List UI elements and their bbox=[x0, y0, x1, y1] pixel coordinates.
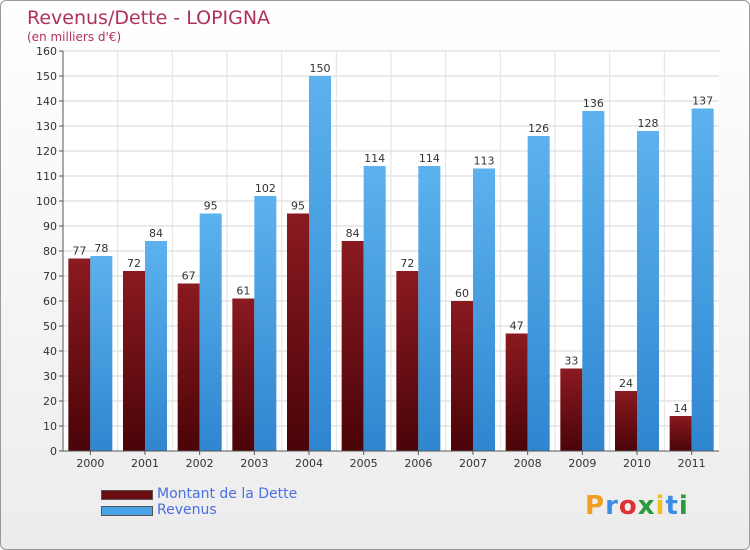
data-label-dette-2004: 95 bbox=[291, 200, 305, 213]
bar-revenus-2009 bbox=[582, 111, 605, 451]
y-tick-label: 50 bbox=[43, 320, 57, 333]
chart-title: Revenus/Dette - LOPIGNA bbox=[27, 7, 271, 29]
data-label-dette-2007: 60 bbox=[455, 287, 469, 300]
x-tick-label-2007: 2007 bbox=[459, 457, 487, 470]
bar-dette-2004 bbox=[287, 213, 309, 451]
data-label-revenus-2007: 113 bbox=[474, 155, 495, 168]
bar-dette-2007 bbox=[451, 301, 473, 451]
y-tick-label: 40 bbox=[43, 345, 57, 358]
data-label-revenus-2003: 102 bbox=[255, 182, 276, 195]
logo-letter: t bbox=[665, 491, 679, 521]
x-tick-label-2000: 2000 bbox=[76, 457, 104, 470]
logo-letter: i bbox=[655, 491, 666, 521]
data-label-revenus-2005: 114 bbox=[364, 152, 385, 165]
y-tick-label: 140 bbox=[36, 95, 57, 108]
y-tick-label: 20 bbox=[43, 395, 57, 408]
data-label-revenus-2000: 78 bbox=[94, 242, 108, 255]
y-tick-label: 100 bbox=[36, 195, 57, 208]
bar-revenus-2010 bbox=[637, 131, 659, 451]
logo-letter: i bbox=[678, 491, 689, 521]
chart-subtitle: (en milliers d'€) bbox=[27, 30, 122, 44]
data-label-revenus-2011: 137 bbox=[692, 95, 713, 108]
bar-dette-2008 bbox=[505, 333, 528, 451]
data-label-dette-2008: 47 bbox=[510, 320, 524, 333]
bar-revenus-2004 bbox=[309, 76, 331, 451]
y-tick-label: 0 bbox=[50, 445, 57, 458]
legend-swatch-dette bbox=[101, 490, 153, 500]
data-label-dette-2000: 77 bbox=[72, 245, 86, 258]
bar-dette-2006 bbox=[396, 271, 419, 451]
x-tick-label-2002: 2002 bbox=[186, 457, 214, 470]
bar-revenus-2002 bbox=[199, 213, 222, 451]
proxiti-logo: Proxiti bbox=[585, 491, 689, 521]
bar-dette-2009 bbox=[560, 368, 583, 451]
bar-dette-2003 bbox=[232, 298, 255, 451]
logo-letter: r bbox=[605, 491, 619, 521]
data-label-revenus-2008: 126 bbox=[528, 122, 549, 135]
y-tick-label: 160 bbox=[36, 45, 57, 58]
data-label-dette-2011: 14 bbox=[674, 402, 688, 415]
bar-dette-2001 bbox=[123, 271, 145, 451]
data-label-revenus-2004: 150 bbox=[310, 62, 331, 75]
data-label-dette-2006: 72 bbox=[400, 257, 414, 270]
x-tick-label-2005: 2005 bbox=[350, 457, 378, 470]
data-label-revenus-2002: 95 bbox=[204, 200, 218, 213]
bar-revenus-2005 bbox=[363, 166, 386, 451]
x-tick-label-2008: 2008 bbox=[514, 457, 542, 470]
axis-layer bbox=[59, 50, 719, 455]
data-label-dette-2010: 24 bbox=[619, 377, 633, 390]
legend-label-dette: Montant de la Dette bbox=[157, 486, 298, 502]
y-tick-label: 90 bbox=[43, 220, 57, 233]
legend-swatch-revenus bbox=[101, 506, 153, 516]
bar-dette-2010 bbox=[615, 391, 637, 451]
y-tick-label: 130 bbox=[36, 120, 57, 133]
data-label-revenus-2010: 128 bbox=[638, 117, 659, 130]
grid-layer bbox=[63, 50, 719, 452]
y-tick-label: 80 bbox=[43, 245, 57, 258]
bar-revenus-2003 bbox=[254, 196, 277, 451]
bar-dette-2005 bbox=[341, 241, 364, 451]
bar-dette-2011 bbox=[669, 416, 692, 451]
bar-revenus-2006 bbox=[418, 166, 441, 451]
y-tick-label: 150 bbox=[36, 70, 57, 83]
labels-layer: 0 10 20 30 40 50 60 70 80 90 100 110 120 130 140 150 160… bbox=[36, 45, 713, 470]
x-tick-label-2010: 2010 bbox=[623, 457, 651, 470]
y-tick-label: 120 bbox=[36, 145, 57, 158]
data-label-dette-2009: 33 bbox=[564, 355, 578, 368]
y-tick-label: 60 bbox=[43, 295, 57, 308]
x-tick-label-2001: 2001 bbox=[131, 457, 159, 470]
y-tick-label: 10 bbox=[43, 420, 57, 433]
x-tick-label-2003: 2003 bbox=[240, 457, 268, 470]
legend-label-revenus: Revenus bbox=[157, 502, 217, 518]
logo-letter: P bbox=[585, 491, 606, 521]
logo-letter: x bbox=[637, 491, 656, 521]
x-tick-label-2006: 2006 bbox=[404, 457, 432, 470]
x-tick-label-2004: 2004 bbox=[295, 457, 323, 470]
bar-dette-2000 bbox=[68, 258, 91, 451]
data-label-revenus-2006: 114 bbox=[419, 152, 440, 165]
bar-revenus-2007 bbox=[473, 168, 495, 451]
data-label-revenus-2009: 136 bbox=[583, 97, 604, 110]
logo-letter: o bbox=[618, 491, 638, 521]
y-tick-label: 30 bbox=[43, 370, 57, 383]
x-tick-label-2009: 2009 bbox=[568, 457, 596, 470]
bar-revenus-2008 bbox=[527, 136, 550, 451]
bar-revenus-2001 bbox=[145, 241, 167, 451]
data-label-dette-2003: 61 bbox=[236, 285, 250, 298]
x-tick-label-2011: 2011 bbox=[678, 457, 706, 470]
y-tick-label: 110 bbox=[36, 170, 57, 183]
data-label-revenus-2001: 84 bbox=[149, 227, 163, 240]
data-label-dette-2001: 72 bbox=[127, 257, 141, 270]
data-label-dette-2002: 67 bbox=[182, 270, 196, 283]
data-label-dette-2005: 84 bbox=[346, 227, 360, 240]
bars-layer bbox=[68, 76, 714, 451]
bar-dette-2002 bbox=[177, 283, 200, 451]
y-tick-label: 70 bbox=[43, 270, 57, 283]
bar-revenus-2011 bbox=[691, 108, 714, 451]
bar-revenus-2000 bbox=[90, 256, 113, 451]
